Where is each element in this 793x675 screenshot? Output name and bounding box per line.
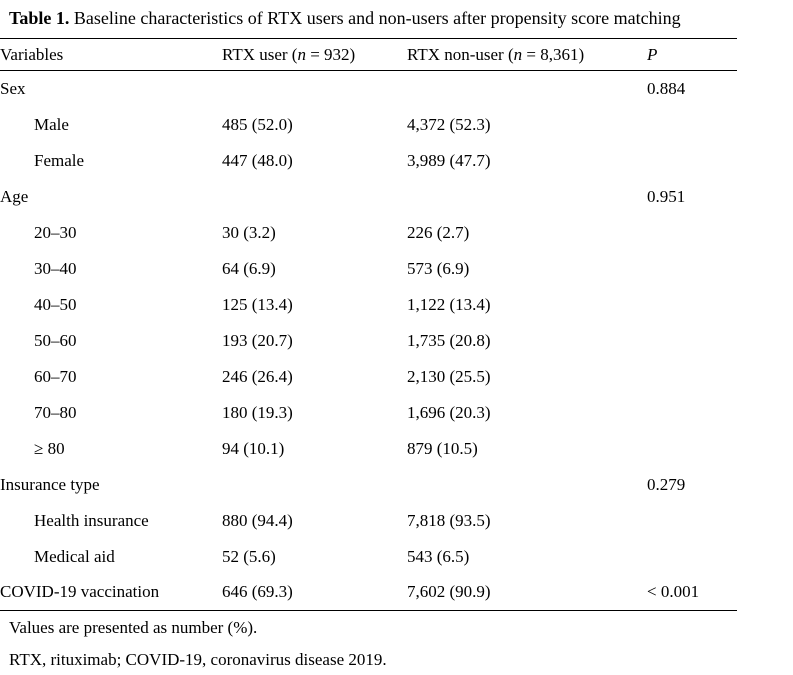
row-label-cell: Health insurance bbox=[34, 510, 149, 530]
rtx-non-user-cell: 543 (6.5) bbox=[407, 546, 470, 566]
footnote-values-note: Values are presented as number (%). bbox=[9, 618, 258, 637]
rtx-user-cell bbox=[222, 179, 407, 215]
footnote-abbreviations: RTX, rituximab; COVID-19, coronavirus di… bbox=[9, 650, 387, 669]
p-value-cell: 0.884 bbox=[647, 78, 686, 98]
table-body: Sex 0.884 Male 485 (52.0) 4,372 (52.3) F… bbox=[0, 71, 737, 611]
row-label-cell: 70–80 bbox=[34, 402, 77, 422]
rtx-non-user-cell: 2,130 (25.5) bbox=[407, 366, 491, 386]
table-row-age: Age 0.951 bbox=[0, 179, 737, 215]
row-label-cell: Age bbox=[0, 186, 29, 206]
p-value-cell: 0.951 bbox=[647, 186, 686, 206]
header-suffix: = 932) bbox=[305, 44, 356, 64]
header-n-symbol: n bbox=[513, 44, 523, 64]
table-row-insurance-type: Insurance type 0.279 bbox=[0, 467, 737, 503]
rtx-non-user-cell: 573 (6.9) bbox=[407, 258, 470, 278]
rtx-non-user-cell bbox=[407, 179, 647, 215]
p-value-cell bbox=[647, 539, 737, 575]
table-row-health-insurance: Health insurance 880 (94.4) 7,818 (93.5) bbox=[0, 503, 737, 539]
rtx-non-user-cell: 1,122 (13.4) bbox=[407, 294, 491, 314]
rtx-user-cell: 180 (19.3) bbox=[222, 402, 293, 422]
row-label-cell: 60–70 bbox=[34, 366, 77, 386]
table-row-medical-aid: Medical aid 52 (5.6) 543 (6.5) bbox=[0, 539, 737, 575]
row-label-cell: Medical aid bbox=[34, 546, 115, 566]
column-header-rtx-user: RTX user (n = 932) bbox=[222, 38, 407, 71]
header-n-symbol: n bbox=[297, 44, 306, 64]
rtx-user-cell: 193 (20.7) bbox=[222, 330, 293, 350]
table-caption: Table 1. Baseline characteristics of RTX… bbox=[0, 0, 793, 29]
rtx-non-user-cell: 4,372 (52.3) bbox=[407, 114, 491, 134]
p-value-cell bbox=[647, 503, 737, 539]
row-label-cell: 30–40 bbox=[34, 258, 77, 278]
rtx-user-cell bbox=[222, 71, 407, 107]
table-header: Variables RTX user (n = 932) RTX non-use… bbox=[0, 38, 737, 71]
rtx-non-user-cell: 1,696 (20.3) bbox=[407, 402, 491, 422]
p-value-cell bbox=[647, 431, 737, 467]
row-label-cell: Sex bbox=[0, 78, 26, 98]
rtx-user-cell: 485 (52.0) bbox=[222, 114, 293, 134]
baseline-characteristics-table: Variables RTX user (n = 932) RTX non-use… bbox=[0, 38, 737, 611]
rtx-non-user-cell: 879 (10.5) bbox=[407, 438, 478, 458]
rtx-non-user-cell bbox=[407, 71, 647, 107]
header-suffix: = 8,361) bbox=[522, 44, 585, 64]
table-row-female: Female 447 (48.0) 3,989 (47.7) bbox=[0, 143, 737, 179]
row-label-cell: 20–30 bbox=[34, 222, 77, 242]
column-header-rtx-non-user: RTX non-user (n = 8,361) bbox=[407, 38, 647, 71]
rtx-non-user-cell bbox=[407, 467, 647, 503]
p-value-cell bbox=[647, 359, 737, 395]
p-value-cell bbox=[647, 251, 737, 287]
rtx-user-cell: 125 (13.4) bbox=[222, 294, 293, 314]
p-value-cell bbox=[647, 395, 737, 431]
rtx-non-user-cell: 3,989 (47.7) bbox=[407, 150, 491, 170]
row-label-cell: Female bbox=[34, 150, 85, 170]
p-value-cell: < 0.001 bbox=[647, 574, 737, 611]
row-label-cell: COVID-19 vaccination bbox=[0, 574, 222, 611]
p-value-cell: 0.279 bbox=[647, 474, 686, 494]
table-row-age-20-30: 20–30 30 (3.2) 226 (2.7) bbox=[0, 215, 737, 251]
table-row-age-40-50: 40–50 125 (13.4) 1,122 (13.4) bbox=[0, 287, 737, 323]
p-value-cell bbox=[647, 143, 737, 179]
p-value-cell bbox=[647, 323, 737, 359]
row-label-cell: 50–60 bbox=[34, 330, 77, 350]
column-header-p-value: P bbox=[647, 38, 737, 71]
p-value-cell bbox=[647, 287, 737, 323]
row-label-cell: Male bbox=[34, 114, 69, 134]
rtx-non-user-cell: 1,735 (20.8) bbox=[407, 330, 491, 350]
rtx-user-cell: 447 (48.0) bbox=[222, 150, 293, 170]
header-prefix: RTX non-user ( bbox=[407, 44, 514, 64]
table-header-row: Variables RTX user (n = 932) RTX non-use… bbox=[0, 38, 737, 71]
table-row-age-80-plus: ≥ 80 94 (10.1) 879 (10.5) bbox=[0, 431, 737, 467]
table-row-age-50-60: 50–60 193 (20.7) 1,735 (20.8) bbox=[0, 323, 737, 359]
table-caption-number: Table 1. bbox=[9, 8, 70, 28]
p-value-cell bbox=[647, 215, 737, 251]
row-label-cell: ≥ 80 bbox=[34, 438, 65, 458]
rtx-user-cell bbox=[222, 467, 407, 503]
rtx-user-cell: 64 (6.9) bbox=[222, 258, 276, 278]
p-value-cell bbox=[647, 107, 737, 143]
rtx-user-cell: 646 (69.3) bbox=[222, 574, 407, 611]
rtx-non-user-cell: 7,602 (90.9) bbox=[407, 574, 647, 611]
table-row-covid19-vaccination: COVID-19 vaccination 646 (69.3) 7,602 (9… bbox=[0, 574, 737, 611]
rtx-user-cell: 880 (94.4) bbox=[222, 510, 293, 530]
table-row-age-70-80: 70–80 180 (19.3) 1,696 (20.3) bbox=[0, 395, 737, 431]
table-row-age-30-40: 30–40 64 (6.9) 573 (6.9) bbox=[0, 251, 737, 287]
column-header-variables: Variables bbox=[0, 38, 222, 71]
table-row-age-60-70: 60–70 246 (26.4) 2,130 (25.5) bbox=[0, 359, 737, 395]
rtx-non-user-cell: 226 (2.7) bbox=[407, 222, 470, 242]
rtx-user-cell: 52 (5.6) bbox=[222, 546, 276, 566]
rtx-user-cell: 94 (10.1) bbox=[222, 438, 285, 458]
rtx-user-cell: 246 (26.4) bbox=[222, 366, 293, 386]
table-caption-text: Baseline characteristics of RTX users an… bbox=[73, 8, 681, 28]
rtx-user-cell: 30 (3.2) bbox=[222, 222, 276, 242]
table-row-sex: Sex 0.884 bbox=[0, 71, 737, 107]
row-label-cell: 40–50 bbox=[34, 294, 77, 314]
header-prefix: RTX user ( bbox=[222, 44, 298, 64]
row-label-cell: Insurance type bbox=[0, 474, 100, 494]
table-row-male: Male 485 (52.0) 4,372 (52.3) bbox=[0, 107, 737, 143]
rtx-non-user-cell: 7,818 (93.5) bbox=[407, 510, 491, 530]
